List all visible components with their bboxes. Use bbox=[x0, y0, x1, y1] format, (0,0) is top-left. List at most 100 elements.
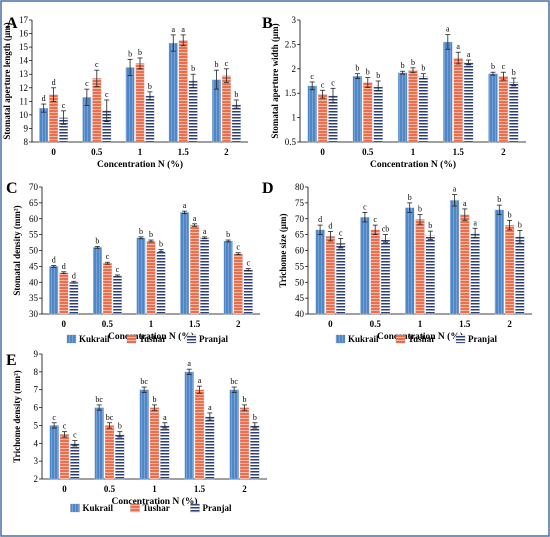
x-axis-label: Concentration N (%) bbox=[108, 331, 194, 342]
significance-letter: a bbox=[171, 25, 175, 34]
significance-letter: b bbox=[149, 230, 153, 239]
legend-swatch-kukrail bbox=[66, 334, 77, 344]
bar-pranjal-1 bbox=[425, 235, 435, 315]
panel-label: A bbox=[6, 15, 18, 32]
x-tick-label: 0 bbox=[320, 147, 325, 157]
significance-letter: a bbox=[163, 413, 167, 422]
y-tick-label: 10 bbox=[19, 110, 29, 120]
x-tick-label: 2 bbox=[507, 319, 512, 329]
significance-letter: b bbox=[191, 64, 195, 73]
bar-tushar-0 bbox=[317, 94, 328, 143]
legend-label-pranjal: Pranjal bbox=[468, 334, 497, 344]
legend: Kukrail Tushar Pranjal bbox=[70, 503, 232, 513]
significance-letter: c bbox=[62, 101, 66, 110]
bar-pranjal-1-5 bbox=[463, 62, 474, 143]
x-tick-label: 1.5 bbox=[459, 319, 471, 329]
significance-letter: a bbox=[181, 25, 185, 34]
x-tick-label: 2 bbox=[242, 484, 247, 494]
significance-letter: a bbox=[456, 42, 460, 51]
significance-letter: c bbox=[310, 72, 314, 81]
panel-label: D bbox=[262, 180, 274, 197]
bar-kukrail-2 bbox=[488, 73, 498, 143]
bar-kukrail-0 bbox=[49, 425, 59, 480]
x-tick-label: 0 bbox=[328, 319, 333, 329]
x-tick-label: 1 bbox=[149, 319, 154, 329]
significance-letter: a bbox=[463, 199, 467, 208]
bar-kukrail-0 bbox=[49, 266, 59, 315]
bar-kukrail-2 bbox=[223, 240, 233, 315]
significance-letter: b bbox=[159, 240, 163, 249]
bar-kukrail-1 bbox=[405, 207, 415, 315]
bar-tushar-0-5 bbox=[92, 78, 102, 143]
x-tick-label: 1.5 bbox=[189, 319, 201, 329]
x-tick-label: 1 bbox=[138, 147, 143, 157]
significance-letter: b bbox=[421, 64, 425, 73]
bar-kukrail-1 bbox=[125, 67, 135, 143]
panel-d: D 40 45 50 55 60 65 70 75 80 Trichome size (µm) 0 dd… bbox=[262, 180, 532, 344]
x-tick-label: 2 bbox=[501, 147, 506, 157]
y-tick-label: 70 bbox=[29, 182, 39, 192]
bar-kukrail-1-5 bbox=[180, 212, 190, 315]
significance-letter: a bbox=[473, 218, 477, 227]
bar-tushar-1-5 bbox=[178, 40, 188, 143]
y-tick-label: 50 bbox=[29, 246, 39, 256]
significance-letter: b bbox=[401, 61, 405, 70]
legend-swatch-pranjal bbox=[190, 503, 200, 513]
x-tick-label: 0.5 bbox=[362, 147, 374, 157]
legend-label-pranjal: Pranjal bbox=[199, 334, 228, 344]
significance-letter: a bbox=[193, 214, 197, 223]
significance-letter: b bbox=[491, 62, 495, 71]
legend-label-kukrail: Kukrail bbox=[83, 503, 114, 513]
significance-letter: b bbox=[428, 221, 432, 230]
significance-letter: d bbox=[328, 221, 332, 230]
significance-letter: b bbox=[118, 422, 122, 431]
significance-letter: b bbox=[355, 64, 359, 73]
y-tick-label: 15 bbox=[19, 42, 29, 52]
y-tick-label: 65 bbox=[29, 198, 39, 208]
y-tick-label: 55 bbox=[29, 230, 39, 240]
bar-kukrail-0 bbox=[39, 107, 49, 143]
significance-letter: c bbox=[52, 413, 56, 422]
significance-letter: a bbox=[208, 403, 212, 412]
y-tick-label: 9 bbox=[24, 123, 29, 133]
x-tick-label: 1 bbox=[418, 319, 423, 329]
bar-tushar-2 bbox=[498, 75, 509, 143]
bar-tushar-2 bbox=[239, 407, 250, 480]
y-tick-label: 9 bbox=[34, 349, 39, 359]
x-tick-label: 0.5 bbox=[104, 484, 116, 494]
legend-label-tushar: Tushar bbox=[143, 503, 170, 513]
significance-letter: b bbox=[226, 230, 230, 239]
significance-letter: b bbox=[418, 205, 422, 214]
bar-tushar-0-5 bbox=[370, 229, 380, 315]
significance-letter: c bbox=[373, 215, 377, 224]
y-tick-label: 14 bbox=[19, 56, 29, 66]
x-axis-label: Concentration N (%) bbox=[377, 331, 463, 342]
significance-letter: b bbox=[497, 195, 501, 204]
significance-letter: bc bbox=[95, 395, 103, 404]
bar-kukrail-1-5 bbox=[168, 42, 178, 143]
y-tick-label: 4 bbox=[34, 438, 39, 448]
x-tick-label: 1 bbox=[411, 147, 416, 157]
panel-b: B 0.5 1 1.5 2 2.5 3 Stomatal aperture width (µm… bbox=[262, 15, 526, 170]
significance-letter: a bbox=[446, 25, 450, 34]
x-tick-label: 0 bbox=[62, 484, 67, 494]
bar-pranjal-2 bbox=[243, 269, 253, 315]
legend: Kukrail Tushar Pranjal bbox=[335, 334, 497, 344]
significance-letter: c bbox=[95, 60, 99, 69]
bar-pranjal-1-5 bbox=[205, 416, 215, 480]
bar-tushar-1 bbox=[135, 63, 145, 143]
y-axis-label: Stomatal aperture width (µm) bbox=[270, 23, 280, 138]
y-tick-label: 65 bbox=[295, 230, 305, 240]
y-axis-label: Trichome density (mm²) bbox=[12, 370, 22, 463]
bar-tushar-1-5 bbox=[194, 389, 205, 480]
bar-kukrail-0-5 bbox=[94, 407, 104, 480]
significance-letter: d bbox=[42, 94, 46, 103]
bar-kukrail-0 bbox=[315, 229, 325, 315]
significance-letter: c bbox=[236, 243, 240, 252]
legend-swatch-kukrail bbox=[335, 334, 346, 344]
y-axis-label: Trichome size (µm) bbox=[278, 214, 288, 288]
significance-letter: c bbox=[225, 59, 229, 68]
bar-tushar-2 bbox=[233, 253, 243, 315]
